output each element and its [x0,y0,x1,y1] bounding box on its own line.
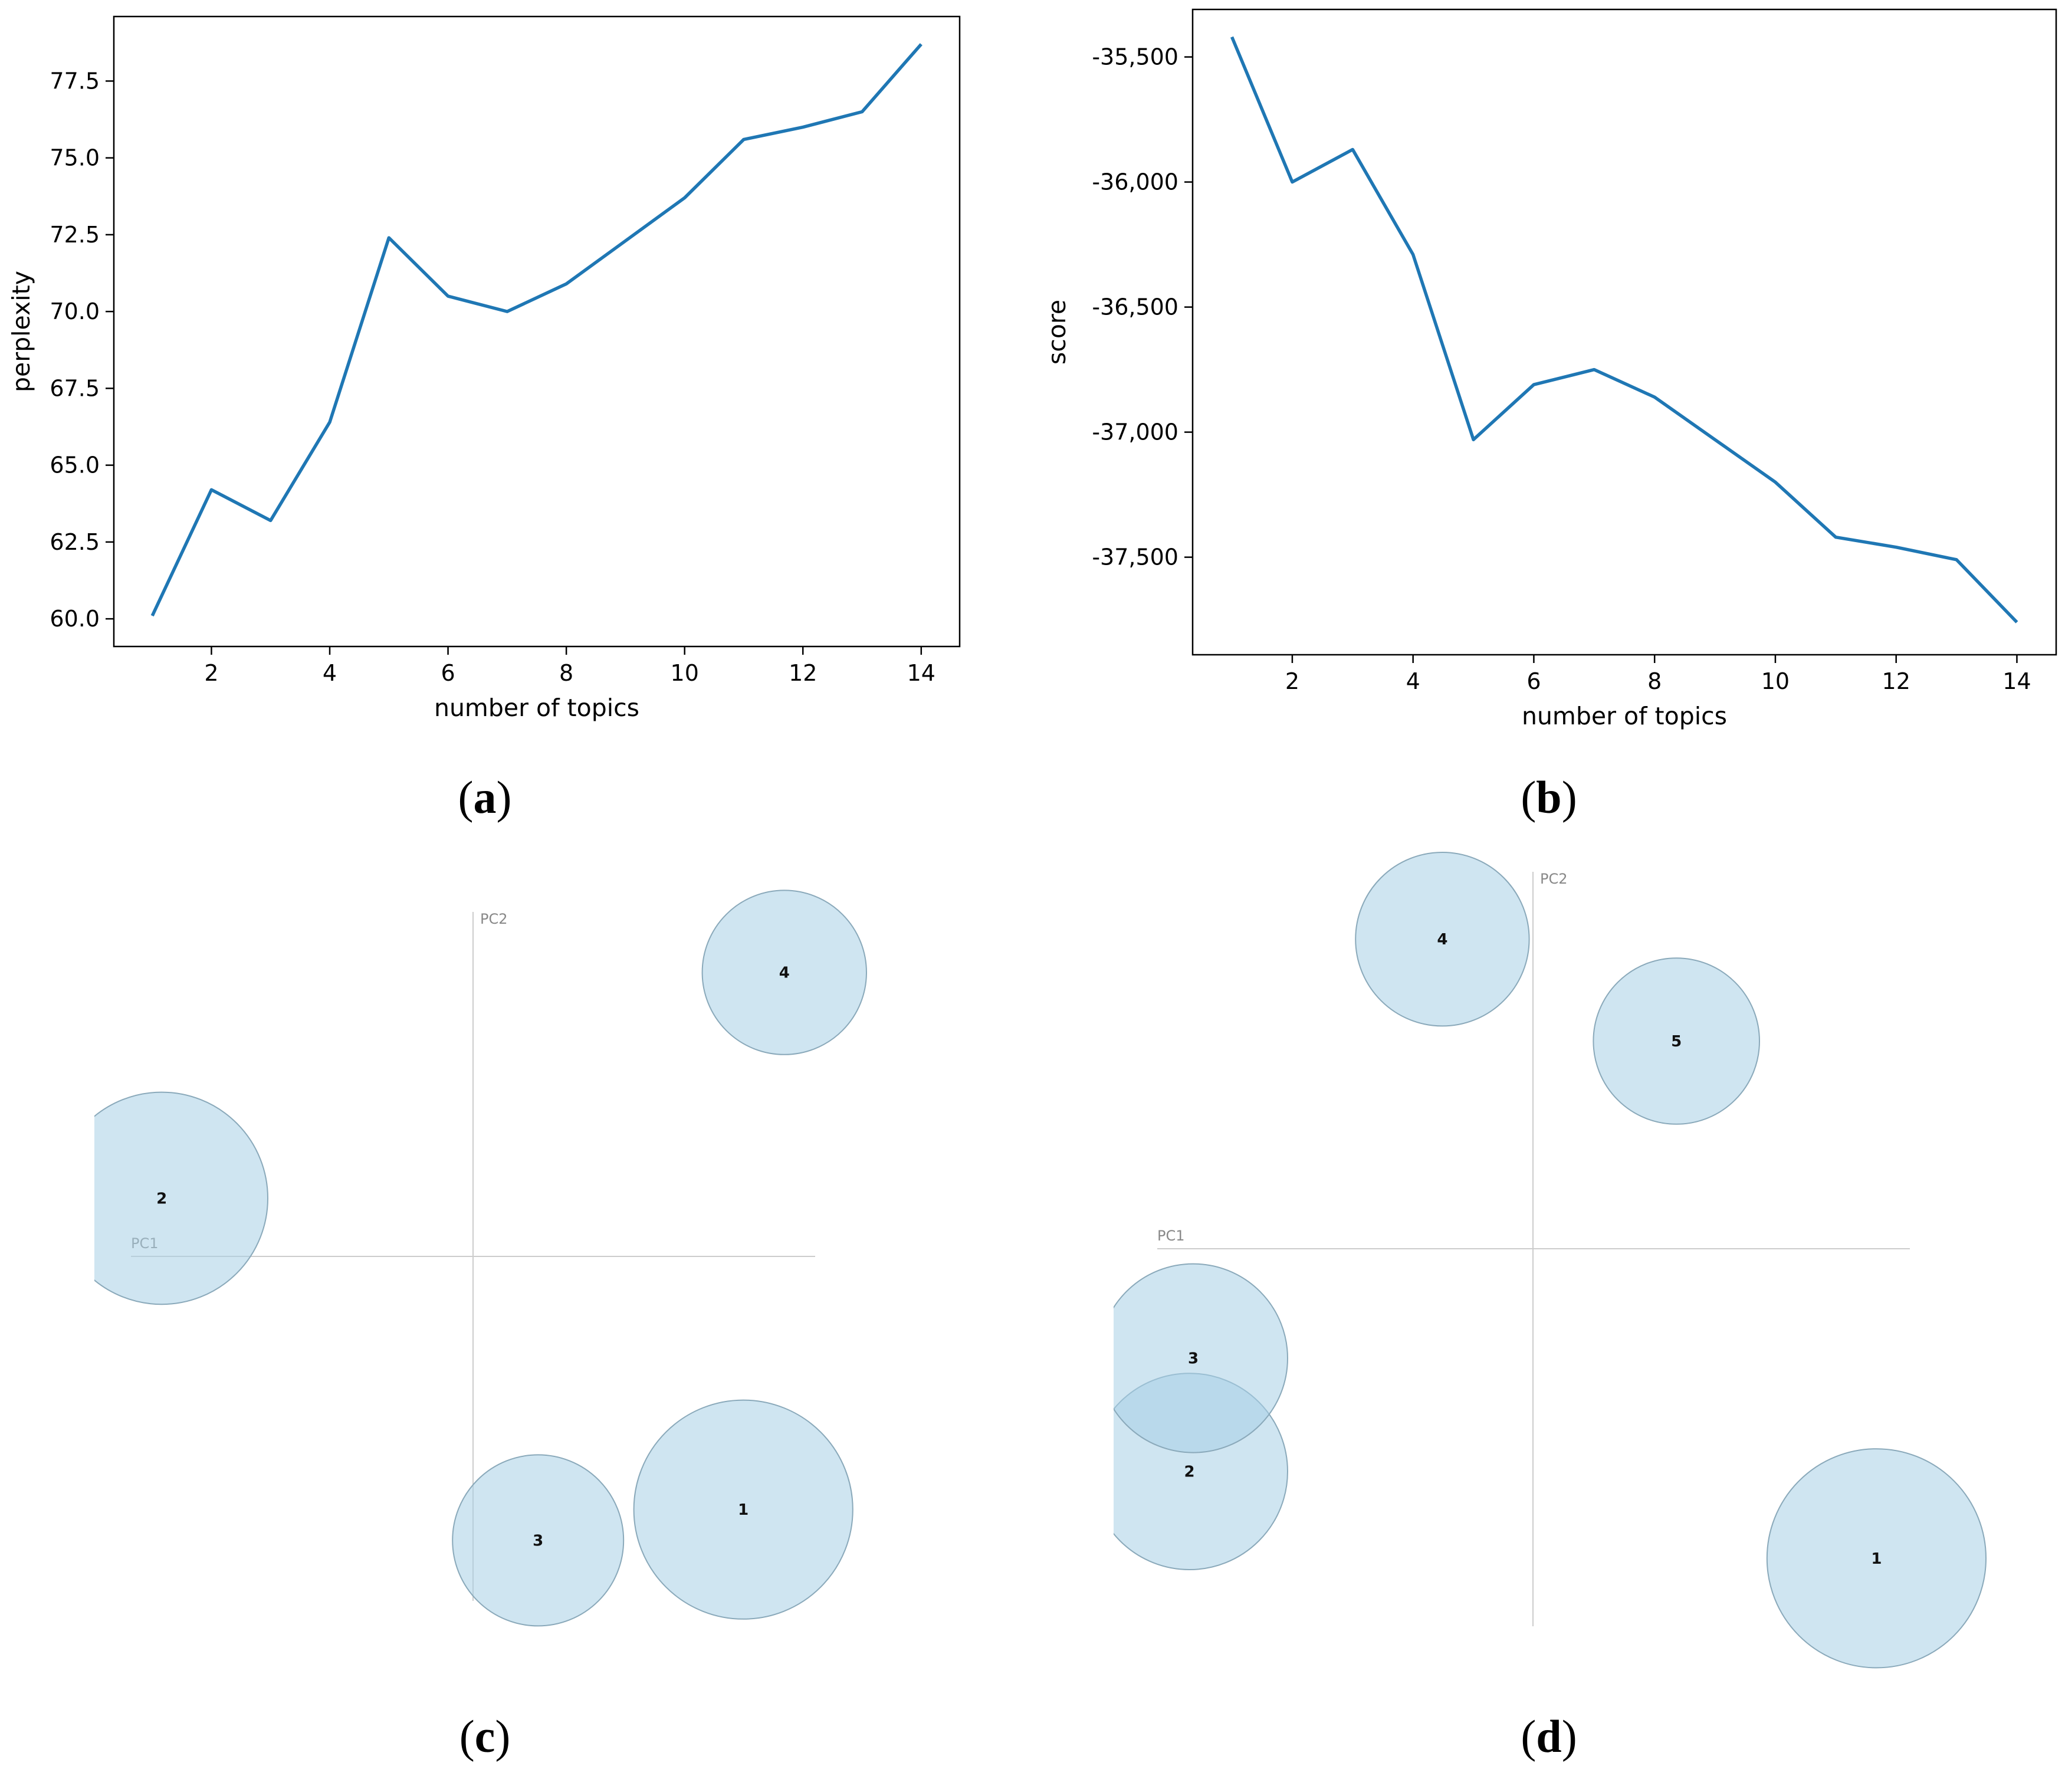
topic-bubble-c-2 [94,1091,268,1305]
x-tick-label-a-6: 6 [441,660,455,686]
x-tick-label-b-10: 10 [1761,668,1790,694]
x-tick-label-a-14: 14 [907,660,935,686]
y-tick-label-a-2: 65.0 [50,452,100,478]
y-tick-label-a-4: 70.0 [50,298,100,324]
topic-label-d-5: 5 [1671,1033,1682,1051]
caption-c: (c) [459,1711,511,1762]
caption-d: (d) [1521,1711,1577,1762]
panel-d-topic-bubble-map: PC1 PC2 1 2 3 4 5 (d) [1114,852,1987,1762]
y-tick-label-b-2: -36,500 [1092,294,1178,320]
pc2-label-c: PC2 [480,911,508,927]
x-tick-label-a-12: 12 [789,660,817,686]
topic-label-d-1: 1 [1871,1550,1882,1568]
y-tick-label-a-1: 62.5 [50,529,100,555]
pc2-label-d: PC2 [1540,871,1568,887]
y-tick-label-a-5: 72.5 [50,222,100,248]
topic-bubble-d-4 [1355,852,1530,1027]
topic-label-d-2: 2 [1184,1463,1195,1481]
bubble-group-d [1114,852,1987,1669]
y-tick-label-a-6: 75.0 [50,145,100,171]
topic-label-c-1: 1 [738,1501,748,1519]
x-tick-label-b-12: 12 [1882,668,1910,694]
topic-label-c-2: 2 [156,1190,167,1207]
x-tick-label-a-2: 2 [204,660,218,686]
panel-a-line-chart: 2 4 6 8 10 12 14 60.0 62.5 65.0 67.5 70.0 72.5 75.0 77… [7,15,961,823]
topic-label-c-3: 3 [533,1532,543,1550]
x-tick-label-b-4: 4 [1406,668,1420,694]
plot-frame-b [1191,8,2057,656]
topic-bubble-c-3 [452,1454,625,1627]
topic-bubble-c-1 [633,1399,853,1620]
series-line-a [150,43,922,617]
x-tick-label-b-8: 8 [1647,668,1662,694]
caption-a: (a) [458,772,512,823]
topic-label-d-3: 3 [1188,1350,1199,1368]
y-axis-label-b: score [1043,300,1071,365]
x-axis-label-a: number of topics [434,694,639,722]
topic-label-d-4: 4 [1437,931,1447,948]
y-tick-label-a-7: 77.5 [50,68,100,94]
x-tick-label-b-14: 14 [2002,668,2031,694]
plot-frame-a [113,15,961,648]
series-line-b [1230,36,2018,623]
topic-bubble-d-5 [1593,957,1760,1125]
y-axis-label-a: perplexity [7,271,35,392]
y-tick-label-a-0: 60.0 [50,606,100,632]
topic-bubble-d-3 [1114,1263,1288,1453]
x-tick-label-a-8: 8 [559,660,573,686]
x-axis-label-b: number of topics [1522,702,1727,730]
x-tick-label-a-4: 4 [323,660,337,686]
topic-bubble-d-1 [1766,1448,1987,1669]
y-tick-label-b-1: -37,000 [1092,419,1178,445]
caption-b: (b) [1521,772,1577,823]
x-tick-label-b-2: 2 [1285,668,1299,694]
bubble-group-c [94,890,868,1627]
y-tick-label-b-4: -35,500 [1092,44,1178,70]
y-tick-label-a-3: 67.5 [50,375,100,401]
x-tick-label-a-10: 10 [671,660,699,686]
panel-b-line-chart: 2 4 6 8 10 12 14 -37,500 -37,000 -36,500 -36,000 -3… [1043,8,2057,823]
x-tick-label-b-6: 6 [1526,668,1541,694]
pc1-label-d: PC1 [1157,1228,1185,1244]
y-tick-label-b-3: -36,000 [1092,169,1178,195]
topic-bubble-c-4 [701,890,868,1055]
y-tick-label-b-0: -37,500 [1092,544,1178,570]
topic-label-c-4: 4 [779,964,790,982]
